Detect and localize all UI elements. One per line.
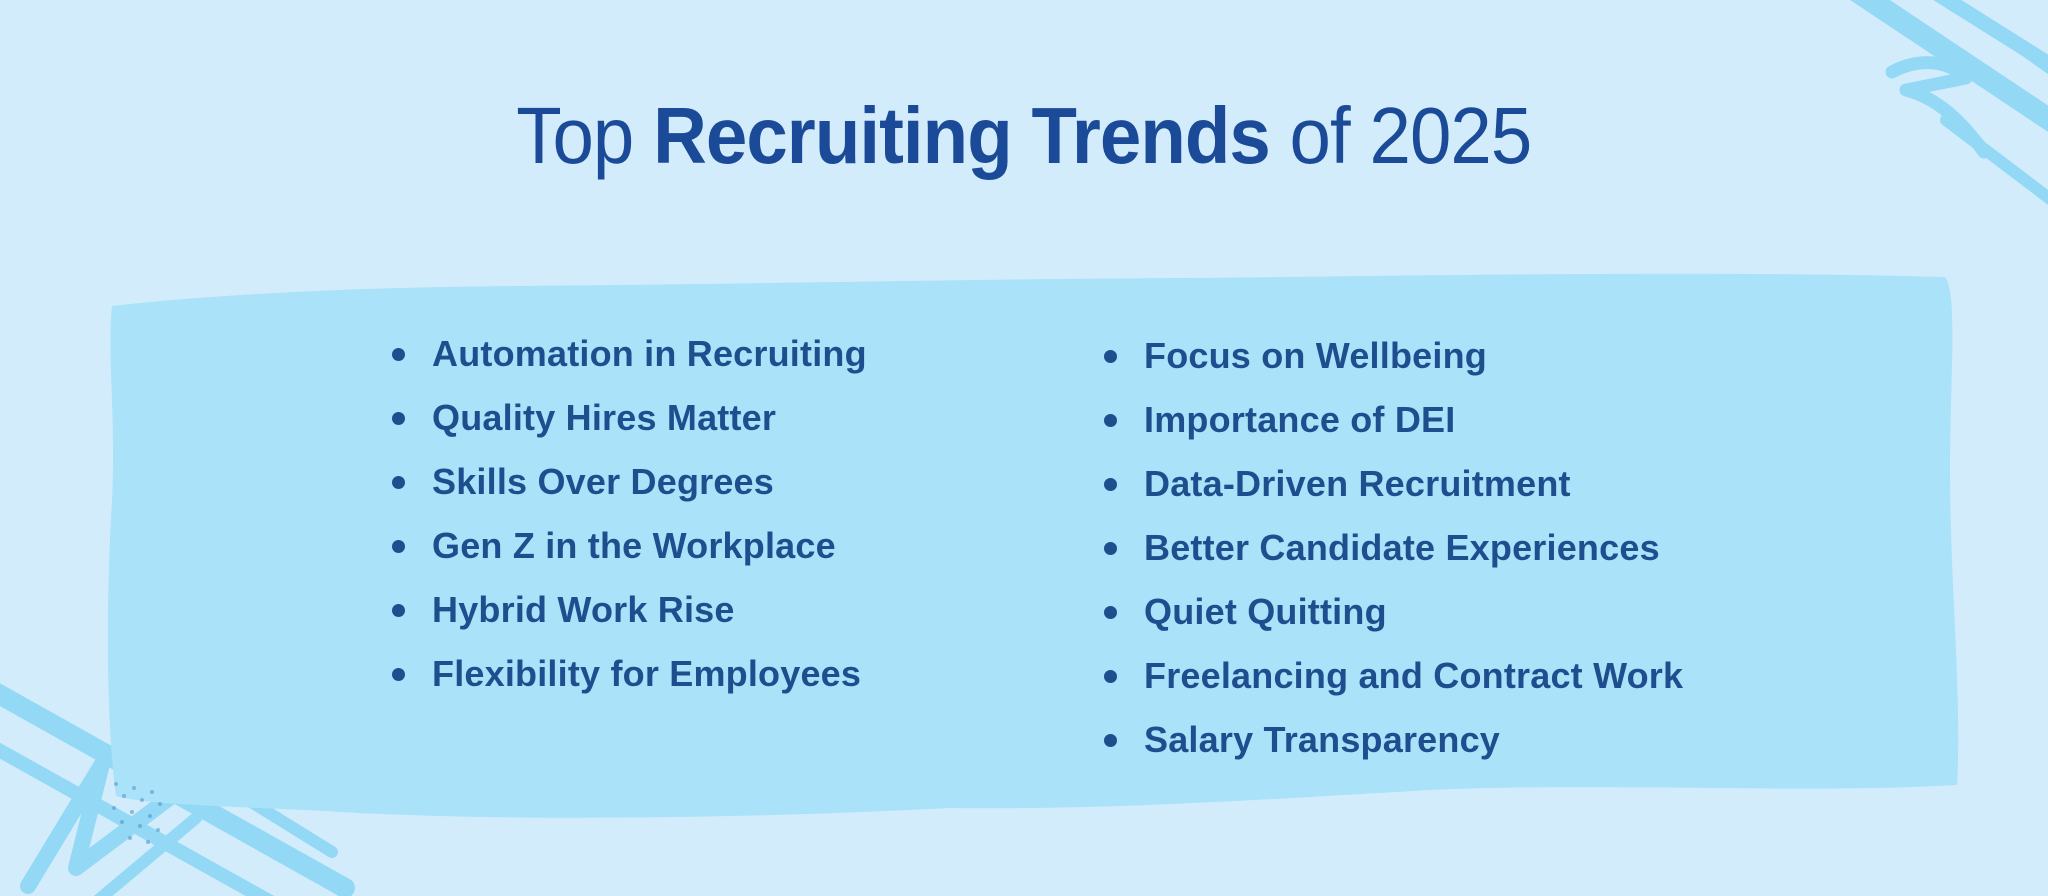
list-item: Better Candidate Experiences: [1104, 516, 1683, 580]
bullet-dot-icon: [1104, 669, 1117, 683]
list-item: Hybrid Work Rise: [392, 578, 867, 642]
page-title: Top Recruiting Trends of 2025: [0, 96, 2048, 176]
list-item: Quality Hires Matter: [392, 386, 867, 450]
brush-scribble-top-right-icon: [1850, 0, 2048, 205]
list-item: Salary Transparency: [1104, 708, 1683, 772]
bullet-dot-icon: [392, 539, 405, 553]
list-item-label: Flexibility for Employees: [432, 653, 862, 694]
halftone-dots: [112, 782, 162, 844]
list-item-label: Salary Transparency: [1144, 719, 1501, 760]
list-item-label: Importance of DEI: [1144, 399, 1456, 440]
list-item: Flexibility for Employees: [392, 642, 867, 706]
list-item-label: Focus on Wellbeing: [1144, 335, 1487, 376]
trend-list-left: Automation in Recruiting Quality Hires Ma…: [392, 322, 867, 706]
list-item-label: Hybrid Work Rise: [432, 589, 735, 630]
trend-list-right: Focus on Wellbeing Importance of DEI Data-…: [1104, 324, 1683, 772]
title-suffix: of 2025: [1270, 91, 1533, 180]
list-item: Data-Driven Recruitment: [1104, 452, 1683, 516]
list-item-label: Better Candidate Experiences: [1144, 527, 1660, 568]
bullet-dot-icon: [1104, 413, 1117, 427]
bullet-dot-icon: [392, 411, 405, 425]
bullet-dot-icon: [392, 475, 405, 489]
bullet-dot-icon: [1104, 477, 1117, 491]
title-emphasis: Recruiting Trends: [653, 91, 1271, 180]
bullet-dot-icon: [1104, 349, 1117, 363]
list-item-label: Automation in Recruiting: [432, 333, 867, 374]
page-title-text: Top Recruiting Trends of 2025: [516, 96, 1532, 176]
title-prefix: Top: [516, 91, 654, 180]
bullet-dot-icon: [392, 667, 405, 681]
bullet-dot-icon: [1104, 733, 1117, 747]
list-item-label: Freelancing and Contract Work: [1144, 655, 1684, 696]
list-item-label: Data-Driven Recruitment: [1144, 463, 1571, 504]
content-panel: [107, 273, 1959, 818]
list-item: Quiet Quitting: [1104, 580, 1683, 644]
list-item: Focus on Wellbeing: [1104, 324, 1683, 388]
bullet-dot-icon: [1104, 605, 1117, 619]
list-item: Automation in Recruiting: [392, 322, 867, 386]
list-item-label: Quiet Quitting: [1144, 591, 1387, 632]
list-item: Skills Over Degrees: [392, 450, 867, 514]
bullet-dot-icon: [392, 603, 405, 617]
bullet-dot-icon: [1104, 541, 1117, 555]
bullet-dot-icon: [392, 347, 405, 361]
list-item-label: Skills Over Degrees: [432, 461, 775, 502]
list-item-label: Quality Hires Matter: [432, 397, 777, 438]
list-item: Importance of DEI: [1104, 388, 1683, 452]
list-item: Gen Z in the Workplace: [392, 514, 867, 578]
list-item-label: Gen Z in the Workplace: [432, 525, 836, 566]
list-item: Freelancing and Contract Work: [1104, 644, 1683, 708]
